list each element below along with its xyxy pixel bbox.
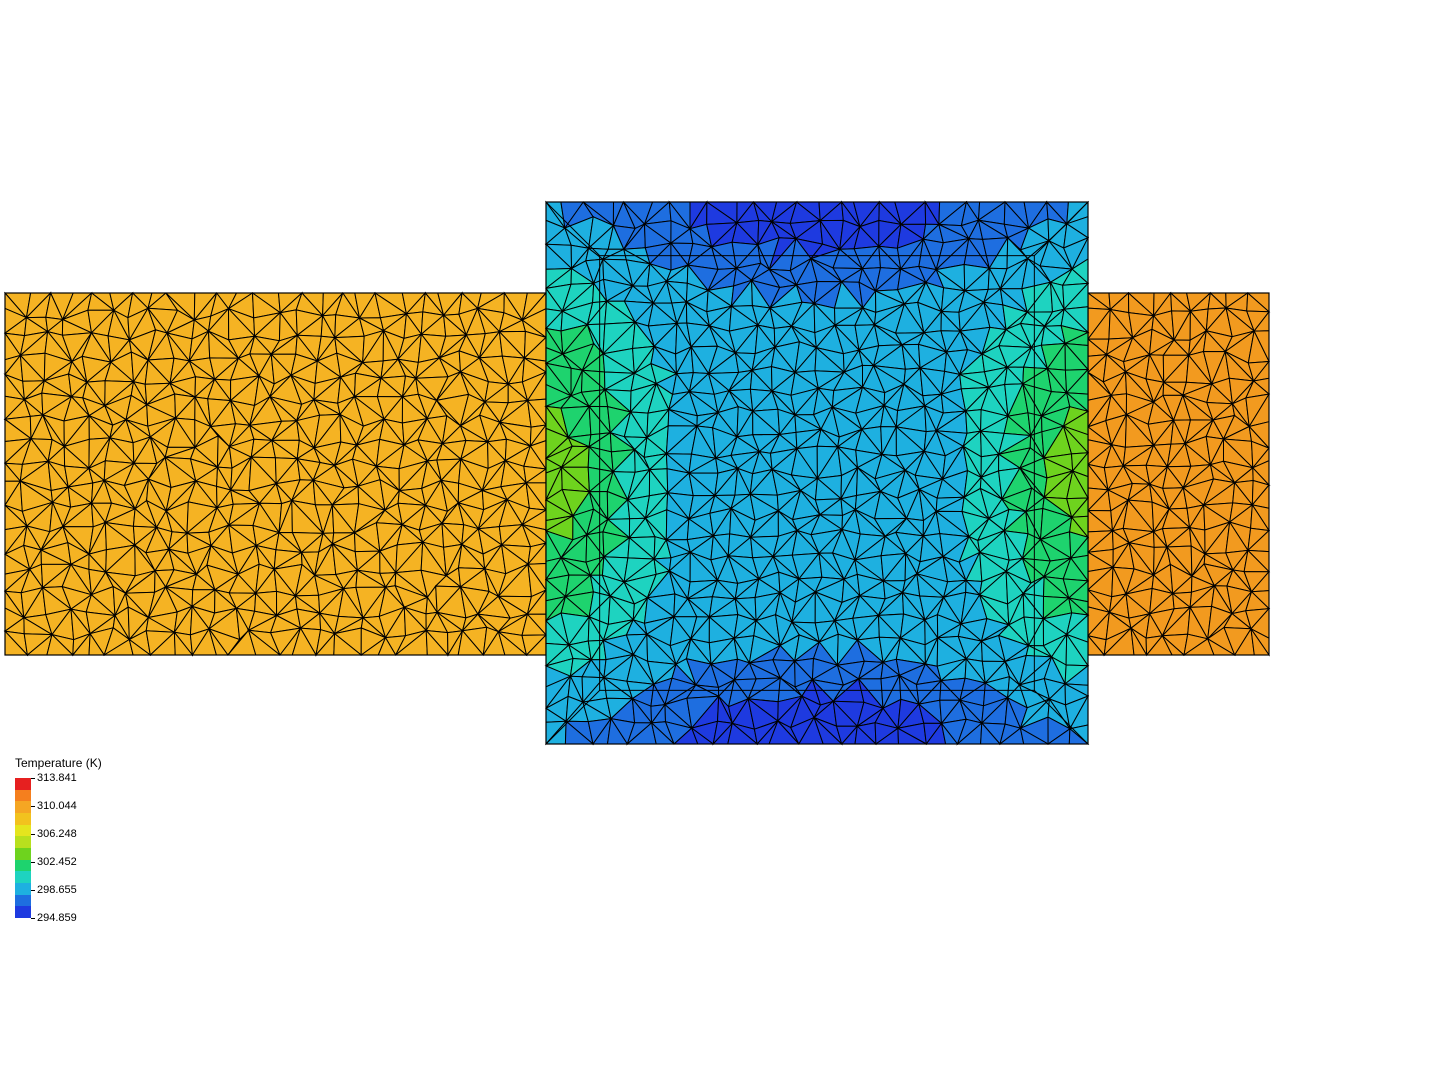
legend-tick: 294.859 xyxy=(37,912,77,924)
legend-tick: 310.044 xyxy=(37,800,77,812)
color-legend: Temperature (K) 313.841 310.044 306.248 302… xyxy=(15,756,102,918)
legend-title: Temperature (K) xyxy=(15,756,102,770)
legend-tick: 302.452 xyxy=(37,856,77,868)
fea-visualization xyxy=(0,0,1440,1080)
legend-body: 313.841310.044306.248302.452298.655294.8… xyxy=(15,778,102,918)
mesh-region xyxy=(5,293,546,655)
mesh-region xyxy=(546,202,1088,744)
legend-ticks: 313.841310.044306.248302.452298.655294.8… xyxy=(37,778,97,918)
legend-colorbar xyxy=(15,778,31,918)
legend-tick: 313.841 xyxy=(37,772,77,784)
mesh-region xyxy=(1088,293,1269,655)
legend-tick: 298.655 xyxy=(37,884,77,896)
legend-tick: 306.248 xyxy=(37,828,77,840)
